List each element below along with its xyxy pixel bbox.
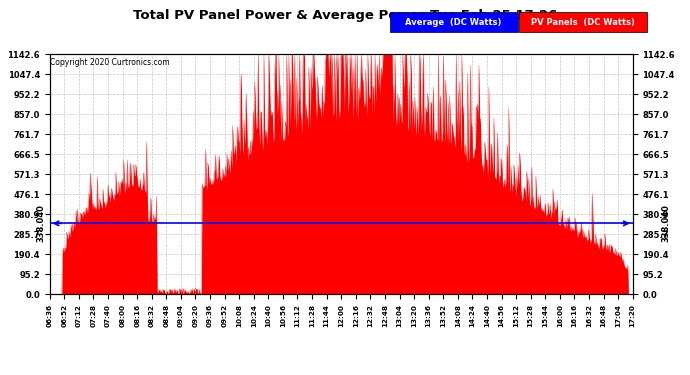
Text: 338.040: 338.040 (37, 204, 46, 242)
Text: Copyright 2020 Curtronics.com: Copyright 2020 Curtronics.com (50, 58, 169, 67)
Text: Average  (DC Watts): Average (DC Watts) (406, 18, 502, 27)
Text: 338.040: 338.040 (661, 204, 671, 242)
Text: Total PV Panel Power & Average Power Tue Feb 25 17:26: Total PV Panel Power & Average Power Tue… (132, 9, 558, 22)
Text: PV Panels  (DC Watts): PV Panels (DC Watts) (531, 18, 635, 27)
